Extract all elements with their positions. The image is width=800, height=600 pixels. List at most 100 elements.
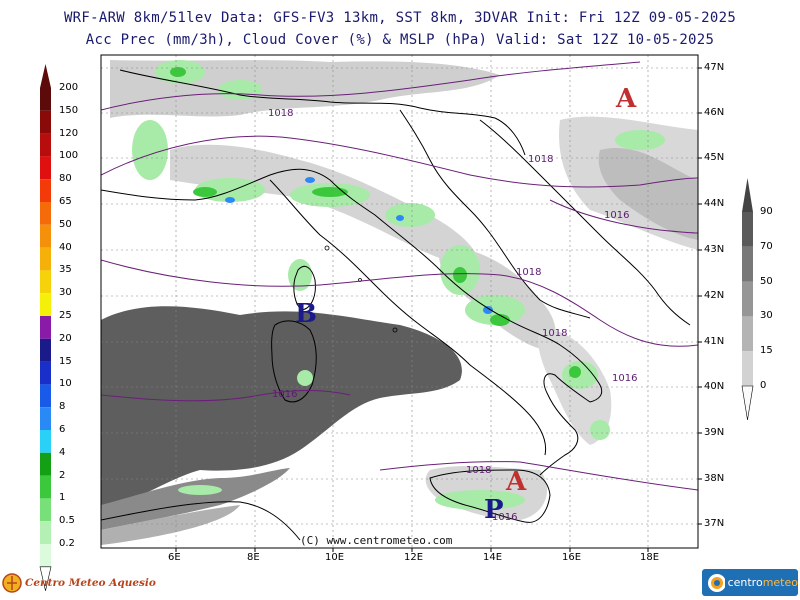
latitude-label: 41N — [704, 336, 725, 347]
precip-area — [225, 177, 493, 314]
isobar — [101, 61, 698, 491]
map-content — [101, 55, 698, 548]
cloud-scale-arrow-top — [742, 178, 753, 212]
precip-scale-label: 10 — [59, 378, 72, 390]
pressure-center-low: B — [295, 299, 317, 329]
isobar-label: 1018 — [528, 154, 554, 165]
cloud-scale-label: 50 — [760, 275, 773, 287]
logo-left-text: Centro Meteo Aquesio — [25, 577, 156, 589]
precip-scale-swatch — [40, 247, 51, 271]
cloud-cover-area — [101, 468, 290, 530]
precip-area — [170, 67, 581, 378]
precip-scale-label: 100 — [59, 150, 79, 162]
isobar-label: 1016 — [612, 373, 638, 384]
cloud-scale-swatch — [742, 246, 753, 282]
precip-scale-swatch — [40, 110, 51, 134]
latitude-label: 46N — [704, 107, 725, 118]
latitude-label: 42N — [704, 290, 725, 301]
latitude-label: 38N — [704, 473, 725, 484]
cloud-cover-area — [101, 505, 240, 545]
logo-centro-meteo-aquesio[interactable]: Centro Meteo Aquesio — [2, 570, 156, 596]
longitude-label: 18E — [640, 552, 660, 563]
precip-scale-label: 35 — [59, 264, 72, 276]
precip-scale-swatch — [40, 202, 51, 225]
precip-scale-swatch — [40, 475, 51, 499]
header-title-line1: WRF-ARW 8km/51lev Data: GFS-FV3 13km, SS… — [63, 10, 737, 26]
precip-scale-label: 15 — [59, 355, 72, 367]
pressure-center-high: A — [616, 84, 637, 114]
precip-scale-swatch — [40, 179, 51, 202]
precip-scale-arrow-top — [40, 64, 51, 88]
precip-scale-swatch — [40, 224, 51, 248]
precip-scale-label: 20 — [59, 332, 72, 344]
latitude-label: 39N — [704, 427, 725, 438]
cloud-scale-label: 0 — [760, 380, 767, 391]
precip-scale-label: 80 — [59, 173, 72, 185]
cloud-scale-label: 30 — [760, 310, 773, 322]
precip-scale-swatch — [40, 361, 51, 385]
longitude-label: 12E — [404, 552, 424, 563]
latitude-label: 45N — [704, 152, 725, 163]
graticule — [101, 55, 698, 548]
logo-right-text: centrometeo — [727, 576, 798, 589]
isobar-label: 1016 — [604, 210, 630, 221]
latitude-label: 44N — [704, 198, 725, 209]
precip-color-scale — [39, 64, 52, 591]
precip-scale-swatch — [40, 544, 51, 567]
precip-scale-swatch — [40, 407, 51, 430]
cloud-cover-area — [101, 306, 462, 510]
logo-swirl-icon — [708, 573, 725, 592]
logo-icon — [2, 573, 22, 593]
precip-scale-label: 65 — [59, 196, 72, 207]
cloud-scale-label: 15 — [760, 345, 773, 357]
longitude-label: 6E — [168, 552, 181, 563]
precip-scale-label: 40 — [59, 241, 72, 253]
precip-scale-label: 8 — [59, 401, 66, 413]
logo-centrometeo[interactable]: centrometeo — [702, 569, 798, 596]
precip-scale-swatch — [40, 293, 51, 316]
longitude-label: 8E — [247, 552, 260, 563]
coastline — [101, 69, 691, 541]
isobar-label: 1018 — [516, 267, 542, 278]
coastline — [324, 245, 398, 333]
cloud-scale-swatch — [742, 212, 753, 247]
cloud-scale-swatch — [742, 351, 753, 386]
precip-scale-label: 120 — [59, 127, 79, 139]
latitude-label: 47N — [704, 62, 725, 73]
precip-scale-label: 50 — [59, 218, 72, 230]
precip-scale-swatch — [40, 498, 51, 522]
cloud-scale-label: 90 — [760, 206, 773, 217]
precip-scale-swatch — [40, 452, 51, 476]
precip-scale-label: 25 — [59, 310, 72, 321]
cloud-cover-area — [110, 60, 500, 118]
precip-scale-swatch — [40, 338, 51, 362]
isobar-label: 1018 — [466, 465, 492, 476]
precip-scale-label: 0.2 — [59, 538, 75, 549]
precip-scale-swatch — [40, 521, 51, 544]
precip-scale-arrow-bottom — [39, 566, 52, 591]
precip-scale-label: 1 — [59, 492, 66, 504]
precip-scale-label: 200 — [59, 82, 79, 93]
precip-scale-swatch — [40, 133, 51, 157]
cloud-scale-arrow-bottom — [741, 385, 754, 421]
map-frame — [100, 54, 699, 549]
precip-scale-label: 30 — [59, 287, 72, 299]
cloud-cover-area — [598, 147, 698, 240]
precip-scale-label: 0.5 — [59, 515, 75, 527]
header-title-line2: Acc Prec (mm/3h), Cloud Cover (%) & MSLP… — [85, 32, 715, 48]
precip-scale-label: 150 — [59, 104, 79, 116]
pressure-center-low: P — [484, 495, 504, 525]
precip-scale-swatch — [40, 88, 51, 111]
pressure-center-high: A — [506, 467, 527, 497]
longitude-label: 16E — [562, 552, 582, 563]
cloud-scale-swatch — [742, 316, 753, 352]
latitude-label: 37N — [704, 518, 725, 529]
longitude-label: 14E — [483, 552, 503, 563]
latitude-label: 40N — [704, 381, 725, 392]
isobar-label: 1018 — [542, 328, 568, 339]
precip-scale-swatch — [40, 316, 51, 339]
precip-scale-swatch — [40, 156, 51, 180]
isobar-label: 1016 — [272, 389, 298, 400]
precip-scale-label: 4 — [59, 446, 66, 458]
